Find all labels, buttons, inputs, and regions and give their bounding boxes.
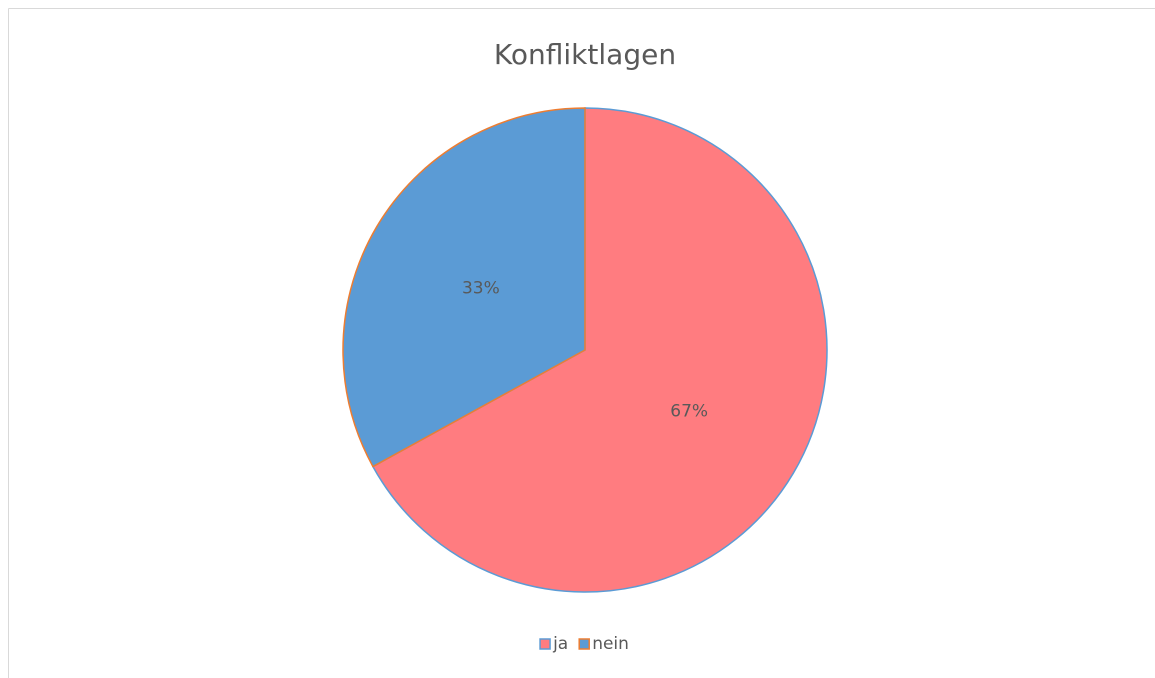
pie-slice (371, 107, 828, 593)
pie-slice (342, 107, 586, 468)
legend-swatch (578, 638, 590, 650)
chart-title: Konfliktlagen (494, 38, 676, 71)
legend-label: ja (552, 634, 568, 654)
legend-swatch (539, 638, 551, 650)
legend-label: nein (592, 634, 629, 654)
data-label: 67% (670, 402, 708, 422)
data-label: 33% (462, 278, 500, 298)
